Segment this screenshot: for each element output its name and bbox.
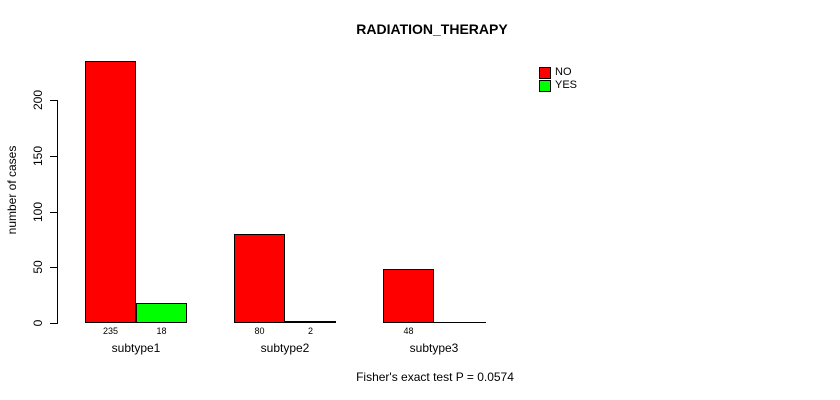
chart-title: RADIATION_THERAPY — [356, 21, 508, 37]
y-tick-label: 100 — [31, 201, 45, 223]
legend-label-yes: YES — [555, 79, 578, 91]
y-tick — [50, 100, 57, 101]
bar-value-label: 235 — [102, 326, 119, 336]
legend-item-yes: YES — [539, 79, 577, 92]
bar-yes-subtype2 — [285, 321, 336, 323]
bar-value-label: 80 — [254, 326, 265, 336]
legend-label-no: NO — [555, 66, 572, 78]
legend-swatch-yes-icon — [539, 79, 551, 92]
annotation-text: Fisher's exact test P = 0.0574 — [356, 370, 514, 384]
y-tick — [50, 156, 57, 157]
bar-yes-subtype1 — [136, 303, 187, 323]
y-tick-label: 0 — [31, 319, 45, 327]
y-tick — [50, 323, 57, 324]
bar-yes-subtype3 — [434, 322, 486, 323]
y-tick-label: 150 — [31, 145, 45, 167]
legend-item-no: NO — [539, 66, 577, 79]
y-tick-label: 200 — [31, 89, 45, 111]
x-category-label: subtype2 — [260, 341, 310, 355]
y-axis-label: number of cases — [5, 145, 19, 235]
bar-value-label: 48 — [403, 326, 414, 336]
legend-swatch-no-icon — [539, 66, 551, 79]
bar-no-subtype1 — [85, 61, 136, 323]
bar-value-label: 2 — [307, 326, 313, 336]
legend: NO YES — [539, 66, 577, 92]
y-tick-label: 50 — [31, 260, 45, 274]
y-tick — [50, 212, 57, 213]
bar-no-subtype2 — [234, 234, 285, 323]
x-category-label: subtype1 — [111, 341, 161, 355]
bar-no-subtype3 — [383, 269, 434, 323]
x-category-label: subtype3 — [409, 341, 459, 355]
bar-value-label: 18 — [156, 326, 167, 336]
y-tick — [50, 267, 57, 268]
y-axis-line — [57, 100, 58, 324]
